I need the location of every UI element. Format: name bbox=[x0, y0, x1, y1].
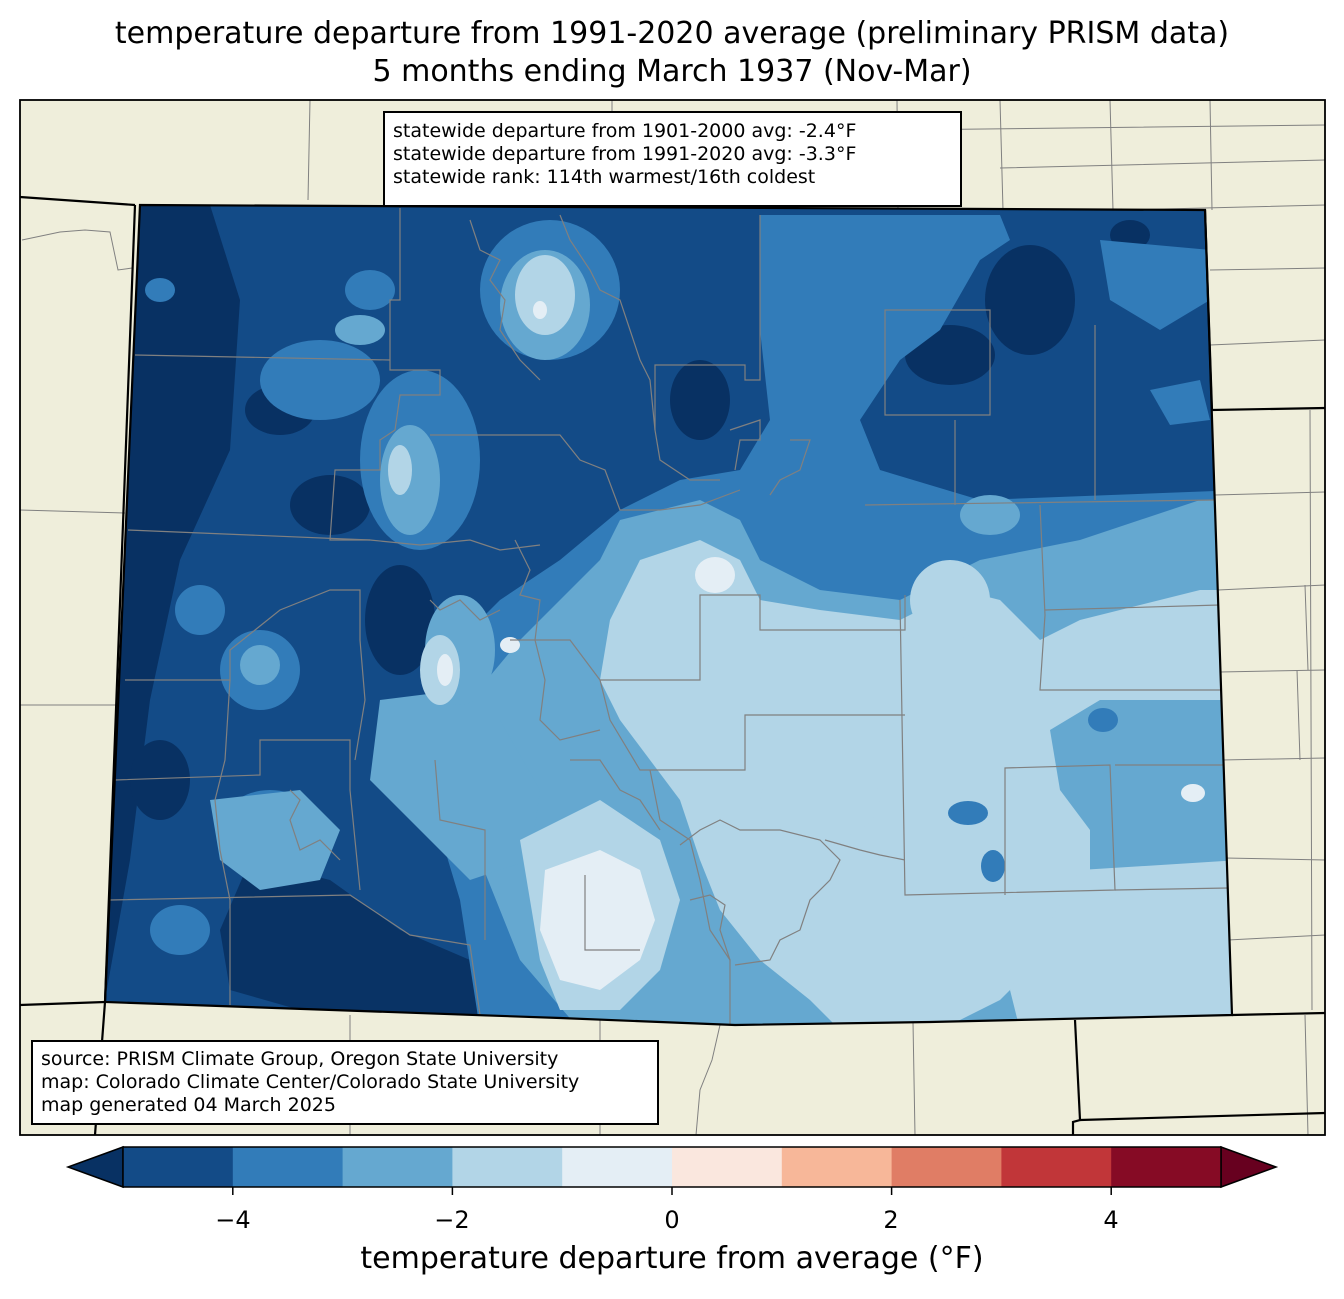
credit-map: map: Colorado Climate Center/Colorado St… bbox=[41, 1071, 580, 1093]
colorbar-label: temperature departure from average (°F) bbox=[360, 1241, 984, 1276]
temperature-departure-field bbox=[105, 205, 1232, 1025]
colorbar-bin bbox=[342, 1147, 453, 1187]
colorbar-bin bbox=[781, 1147, 893, 1187]
stat-departure-1991-2020: statewide departure from 1991-2020 avg: … bbox=[393, 143, 857, 165]
colorbar-bin bbox=[1001, 1147, 1112, 1187]
colorbar-tick-label: −2 bbox=[434, 1206, 470, 1234]
county-lines bbox=[109, 208, 1231, 1025]
stat-departure-1901-2000: statewide departure from 1901-2000 avg: … bbox=[393, 120, 857, 142]
colorbar-bin bbox=[1111, 1147, 1222, 1187]
stat-rank: statewide rank: 114th warmest/16th colde… bbox=[393, 166, 816, 188]
colorbar-tick-label: −4 bbox=[215, 1206, 251, 1234]
colorbar-bin bbox=[891, 1147, 1002, 1187]
colorbar bbox=[65, 1145, 1279, 1195]
colorbar-bin bbox=[123, 1147, 234, 1187]
colorbar-extend-low bbox=[65, 1145, 124, 1189]
map-title-line-2: 5 months ending March 1937 (Nov-Mar) bbox=[372, 54, 972, 89]
colorbar-tick-label: 0 bbox=[664, 1206, 680, 1234]
colorbar-bin bbox=[232, 1147, 344, 1187]
colorbar-extend-high bbox=[1220, 1145, 1279, 1189]
credits-box: source: PRISM Climate Group, Oregon Stat… bbox=[31, 1040, 659, 1125]
colorbar-tick-label: 4 bbox=[1103, 1206, 1119, 1234]
map-frame bbox=[19, 99, 1326, 1136]
statewide-stats-box: statewide departure from 1901-2000 avg: … bbox=[383, 111, 962, 207]
colorbar-bin bbox=[452, 1147, 563, 1187]
credit-generated: map generated 04 March 2025 bbox=[41, 1094, 336, 1116]
colorbar-bin bbox=[672, 1147, 783, 1187]
credit-source: source: PRISM Climate Group, Oregon Stat… bbox=[41, 1048, 559, 1070]
colorbar-bin bbox=[562, 1147, 673, 1187]
map-title-line-1: temperature departure from 1991-2020 ave… bbox=[114, 16, 1230, 51]
colorbar-tick-label: 2 bbox=[883, 1206, 899, 1234]
